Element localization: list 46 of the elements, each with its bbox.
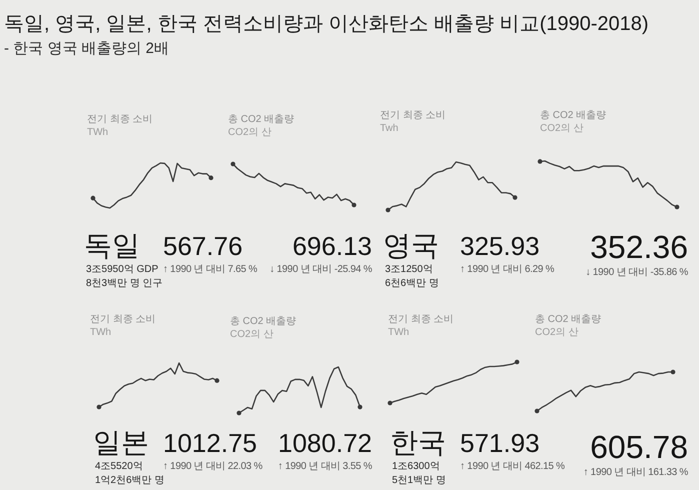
chart-title: 총 CO2 배출량 [228,114,294,125]
text: 605.78 [590,429,688,465]
text: ↓ 1990 년 대비 -25.94 % [270,264,372,275]
text: 한국 [390,427,446,458]
text: 1080.72 [278,428,372,458]
chart-title: 총 CO2 배출량 [540,110,606,121]
text: 1억2천6백만 명 [95,475,164,486]
text: ↑ 1990 년 대비 7.65 % [163,264,258,275]
text: 571.93 [460,428,540,458]
chart-subtitle: TWh [90,327,112,338]
text: ↑ 1990 년 대비 6.29 % [460,264,554,275]
chart-subtitle: Twh [380,123,398,134]
text: 3조1250억 [385,264,433,275]
text: 696.13 [292,231,372,261]
chart-subtitle: CO2의 산 [230,329,274,340]
text: 352.36 [590,229,688,265]
chart-title: 전기 최종 소비 [87,114,153,125]
text: 4조5520억 [95,461,143,472]
text: 325.93 [460,231,540,261]
text: 8천3백만 명 인구 [86,278,163,289]
text: 일본 [93,427,149,458]
text: 독일, 영국, 일본, 한국 전력소비량과 이산화탄소 배출량 비교(1990-2018) [4,13,649,35]
text: 1012.75 [163,428,257,458]
text: 6천6백만 명 [385,278,439,289]
text: 영국 [383,230,439,261]
text: - 한국 영국 배출량의 2배 [4,40,170,57]
chart-title: 총 CO2 배출량 [535,314,602,325]
chart-title: 전기 최종 소비 [380,110,446,121]
chart-title: 총 CO2 배출량 [230,316,296,327]
text: ↑ 1990 년 대비 22.03 % [163,461,263,472]
text: 567.76 [163,231,243,261]
chart-subtitle: CO2의 산 [540,123,584,134]
text: 3조5950억 GDP [86,264,159,275]
chart-subtitle: CO2의 산 [535,327,578,338]
chart-subtitle: TWh [87,127,108,138]
text: 5천1백만 명 [392,475,446,486]
chart-subtitle: CO2의 산 [228,127,272,138]
chart-title: 전기 최종 소비 [90,314,156,325]
text: ↑ 1990 년 대비 161.33 % [583,467,688,478]
chart-title: 전기 최종 소비 [388,314,454,325]
chart-subtitle: TWh [388,327,410,338]
text: ↑ 1990 년 대비 3.55 % [278,461,372,472]
text: 독일 [84,230,140,261]
text: 1조6300억 [392,461,440,472]
text: ↓ 1990 년 대비 -35.86 % [586,267,688,278]
text: ↑ 1990 년 대비 462.15 % [460,461,566,472]
